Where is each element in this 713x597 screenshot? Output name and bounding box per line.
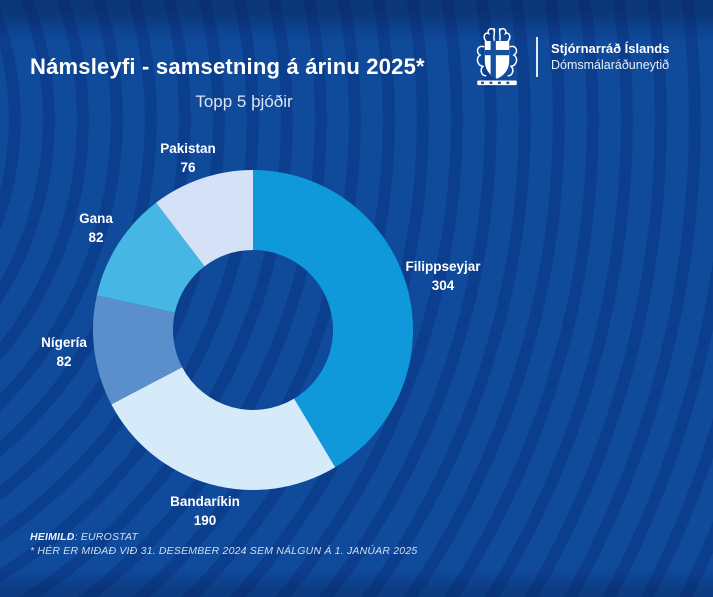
- slice-label-value: 76: [180, 160, 196, 175]
- source-label: HEIMILD: [30, 531, 75, 543]
- donut-slice-nigeria: [93, 295, 183, 405]
- slice-label-filippseyjar: Filippseyjar 304: [405, 257, 480, 295]
- slice-label-value: 82: [88, 230, 104, 245]
- donut-slice-gana: [96, 202, 205, 313]
- iceland-coat-of-arms-icon: [476, 27, 518, 86]
- slice-label-value: 82: [56, 354, 72, 369]
- slice-label-name: Filippseyjar: [405, 259, 481, 274]
- government-logo: Stjórnarráð Íslands Dómsmálaráðuneytið: [468, 26, 669, 88]
- logo-divider: [536, 37, 538, 77]
- logo-org-name: Stjórnarráð Íslands: [551, 41, 670, 56]
- footer: HEIMILD: EUROSTAT * HÉR ER MIÐAÐ VIÐ 31.…: [30, 530, 417, 558]
- slice-label-gana: Gana 82: [79, 209, 113, 247]
- slice-label-value: 304: [431, 278, 455, 293]
- logo-department-name: Dómsmálaráðuneytið: [551, 58, 670, 72]
- slice-label-name: Pakistan: [160, 141, 216, 156]
- slice-label-value: 190: [193, 513, 217, 528]
- source-line: HEIMILD: EUROSTAT: [30, 530, 417, 544]
- page-subtitle: Topp 5 þjóðir: [195, 92, 293, 111]
- footnote: * HÉR ER MIÐAÐ VIÐ 31. DESEMBER 2024 SEM…: [30, 545, 418, 557]
- source-value: : EUROSTAT: [74, 531, 139, 543]
- slice-label-bandarikin: Bandaríkin 190: [170, 492, 240, 530]
- donut-slice-pakistan: [156, 170, 253, 267]
- page-title: Námsleyfi - samsetning á árinu 2025*: [30, 54, 425, 79]
- donut-slice-bandarikin: [111, 367, 336, 490]
- slice-label-nigeria: Nígería 82: [41, 333, 87, 371]
- slice-label-name: Nígería: [41, 335, 87, 350]
- slice-label-pakistan: Pakistan 76: [160, 139, 216, 177]
- donut-chart: [93, 170, 413, 490]
- donut-slice-filippseyjar: [253, 170, 413, 468]
- slice-label-name: Gana: [79, 211, 113, 226]
- slice-label-name: Bandaríkin: [170, 494, 240, 509]
